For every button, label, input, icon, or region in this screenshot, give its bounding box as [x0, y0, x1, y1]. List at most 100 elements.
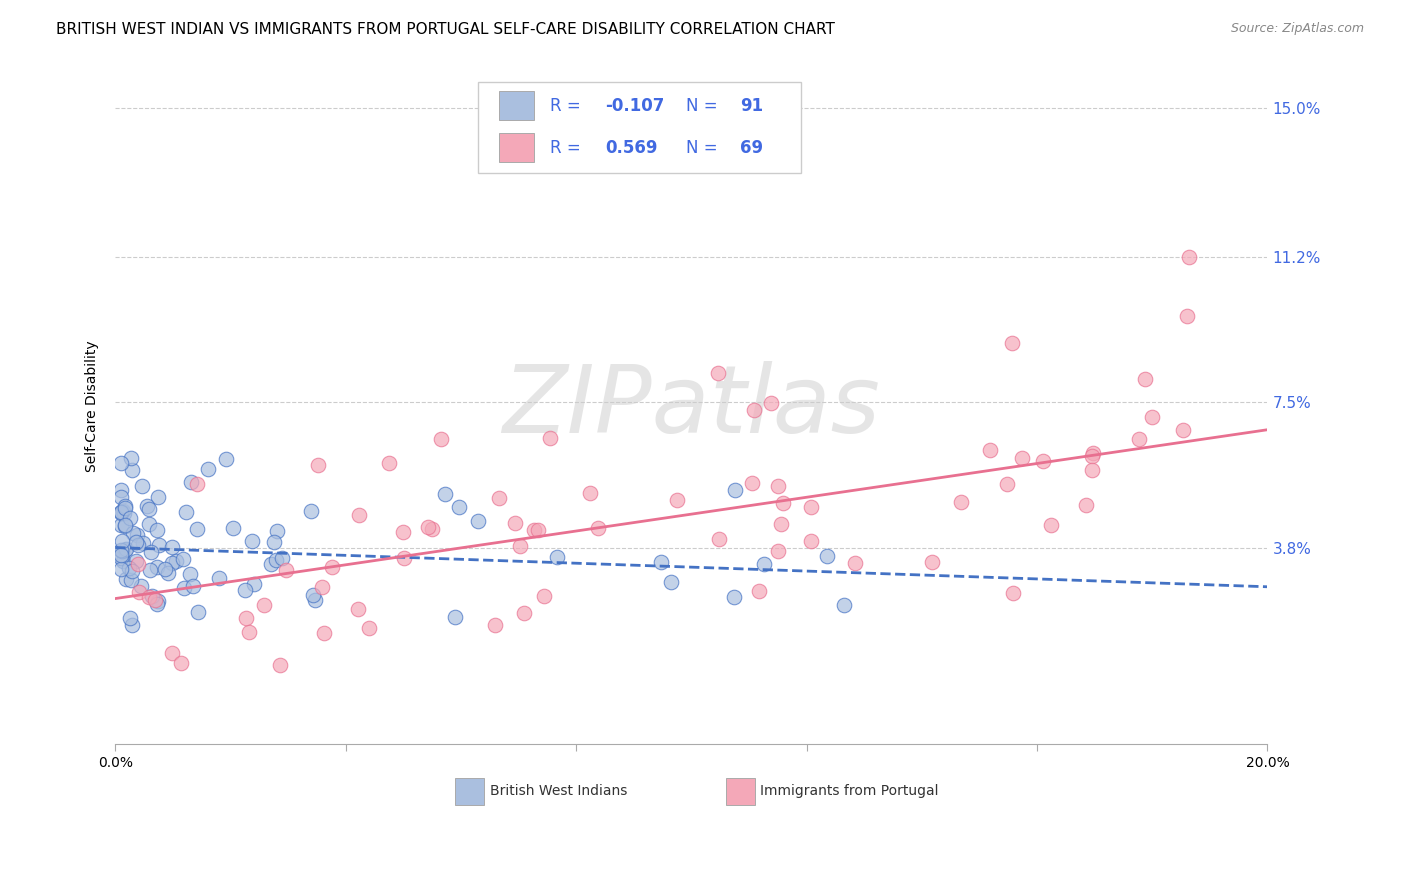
- Point: [950, 495, 973, 509]
- Point: [114, 542, 136, 557]
- Point: [243, 576, 266, 591]
- Point: [1032, 454, 1054, 468]
- Point: [138, 516, 160, 531]
- Point: [759, 395, 782, 409]
- Point: [844, 556, 866, 570]
- Point: [1074, 498, 1097, 512]
- Point: [724, 483, 747, 497]
- Point: [770, 517, 793, 532]
- Point: [138, 563, 160, 577]
- Point: [1002, 586, 1025, 600]
- Point: [110, 456, 132, 470]
- Text: N =: N =: [686, 96, 717, 115]
- Point: [186, 522, 208, 536]
- Point: [1140, 409, 1163, 424]
- Point: [1171, 423, 1194, 437]
- Point: [155, 562, 177, 576]
- Point: [259, 557, 281, 571]
- Point: [741, 476, 763, 491]
- Point: [266, 524, 288, 538]
- Point: [160, 557, 183, 571]
- Point: [148, 594, 170, 608]
- Point: [110, 543, 132, 558]
- Point: [650, 556, 672, 570]
- Point: [1081, 449, 1104, 463]
- Point: [444, 609, 467, 624]
- Point: [1039, 517, 1062, 532]
- Point: [979, 442, 1001, 457]
- Point: [187, 605, 209, 619]
- Point: [111, 533, 134, 548]
- Point: [815, 549, 838, 563]
- Point: [157, 566, 180, 580]
- Point: [270, 550, 292, 565]
- Point: [359, 621, 381, 635]
- Point: [114, 500, 136, 515]
- Point: [538, 431, 561, 445]
- Point: [112, 504, 135, 518]
- Point: [112, 507, 135, 521]
- Point: [546, 550, 568, 565]
- Text: British West Indians: British West Indians: [489, 784, 627, 798]
- Point: [467, 514, 489, 528]
- Point: [146, 490, 169, 504]
- Point: [1135, 372, 1157, 386]
- Point: [121, 564, 143, 578]
- Point: [110, 506, 132, 520]
- Point: [145, 524, 167, 538]
- Point: [170, 656, 193, 670]
- Text: 0.569: 0.569: [605, 138, 658, 157]
- Point: [921, 555, 943, 569]
- Point: [146, 559, 169, 574]
- Point: [1081, 463, 1104, 477]
- Point: [252, 598, 274, 612]
- Point: [391, 524, 413, 539]
- Point: [121, 618, 143, 632]
- Point: [1175, 309, 1198, 323]
- Point: [110, 483, 132, 498]
- Point: [416, 519, 439, 533]
- Point: [240, 533, 263, 548]
- Point: [172, 552, 194, 566]
- Bar: [499, 133, 533, 162]
- Point: [766, 479, 789, 493]
- Point: [748, 584, 770, 599]
- Text: R =: R =: [550, 96, 581, 115]
- Point: [307, 458, 329, 472]
- Point: [1011, 450, 1033, 465]
- Point: [434, 486, 457, 500]
- Point: [513, 606, 536, 620]
- Point: [449, 500, 471, 514]
- Point: [125, 554, 148, 568]
- Point: [110, 551, 132, 566]
- Point: [269, 658, 291, 673]
- Point: [118, 511, 141, 525]
- Point: [114, 518, 136, 533]
- Point: [752, 557, 775, 571]
- Point: [114, 499, 136, 513]
- Point: [128, 585, 150, 599]
- Point: [110, 549, 132, 563]
- Point: [115, 572, 138, 586]
- Point: [160, 540, 183, 554]
- Point: [527, 523, 550, 537]
- Point: [509, 540, 531, 554]
- Point: [138, 590, 160, 604]
- Point: [125, 528, 148, 542]
- Point: [1178, 250, 1201, 264]
- Point: [124, 534, 146, 549]
- Point: [299, 504, 322, 518]
- Point: [488, 491, 510, 505]
- Point: [110, 505, 132, 519]
- Point: [118, 561, 141, 575]
- Point: [311, 580, 333, 594]
- Point: [120, 610, 142, 624]
- Point: [276, 563, 298, 577]
- Text: Immigrants from Portugal: Immigrants from Portugal: [761, 784, 939, 798]
- Point: [264, 553, 287, 567]
- Point: [179, 566, 201, 581]
- Point: [114, 542, 136, 557]
- Point: [215, 452, 238, 467]
- Point: [173, 581, 195, 595]
- Point: [666, 493, 689, 508]
